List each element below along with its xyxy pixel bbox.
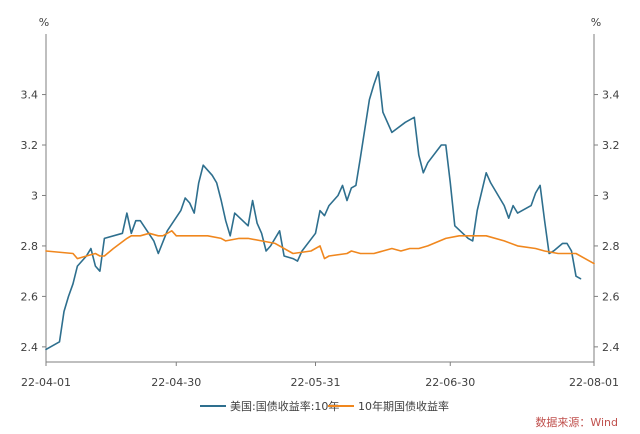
legend-label-cn-10y: 10年期国债收益率 (358, 400, 449, 413)
chart-axes (45, 34, 595, 363)
y-tick-label-left: 3 (31, 189, 38, 202)
data-source-note: 数据来源：Wind (535, 416, 618, 429)
x-tick-label: 22-06-30 (425, 376, 475, 389)
y-tick-label-left: 2.6 (21, 290, 39, 303)
y-unit-left: % (39, 16, 49, 29)
legend-label-us-10y: 美国:国债收益率:10年 (230, 400, 340, 413)
x-tick-label: 22-05-31 (291, 376, 341, 389)
y-tick-label-right: 2.8 (602, 240, 620, 253)
legend-swatch-cn-10y (328, 405, 354, 407)
legend-swatch-us-10y (200, 405, 226, 407)
x-tick-label: 22-04-30 (151, 376, 201, 389)
y-tick-label-left: 3.4 (21, 89, 39, 102)
y-tick-label-right: 3.4 (602, 89, 620, 102)
legend-item-cn-10y: 10年期国债收益率 (328, 398, 449, 414)
y-tick-label-left: 2.8 (21, 240, 39, 253)
chart-legend: 美国:国债收益率:10年 10年期国债收益率 (0, 398, 640, 414)
x-tick-label: 22-04-01 (21, 376, 71, 389)
y-tick-label-right: 3 (602, 189, 609, 202)
series-line-us-10y (45, 71, 582, 351)
y-tick-label-right: 2.6 (602, 290, 620, 303)
chart-series (45, 71, 595, 351)
series-line-cn-10y (45, 230, 595, 265)
chart-ticks: % % 2.4 2.4 2.6 2.6 2.8 2.8 3 3 3.2 3.2 3.4 3.4 22-04-… (21, 16, 620, 389)
y-tick-label-left: 2.4 (21, 341, 39, 354)
y-unit-right: % (591, 16, 601, 29)
y-tick-label-right: 2.4 (602, 341, 620, 354)
x-tick-label: 22-08-01 (569, 376, 619, 389)
y-tick-label-left: 3.2 (21, 139, 39, 152)
y-tick-label-right: 3.2 (602, 139, 620, 152)
legend-item-us-10y: 美国:国债收益率:10年 (200, 398, 339, 414)
